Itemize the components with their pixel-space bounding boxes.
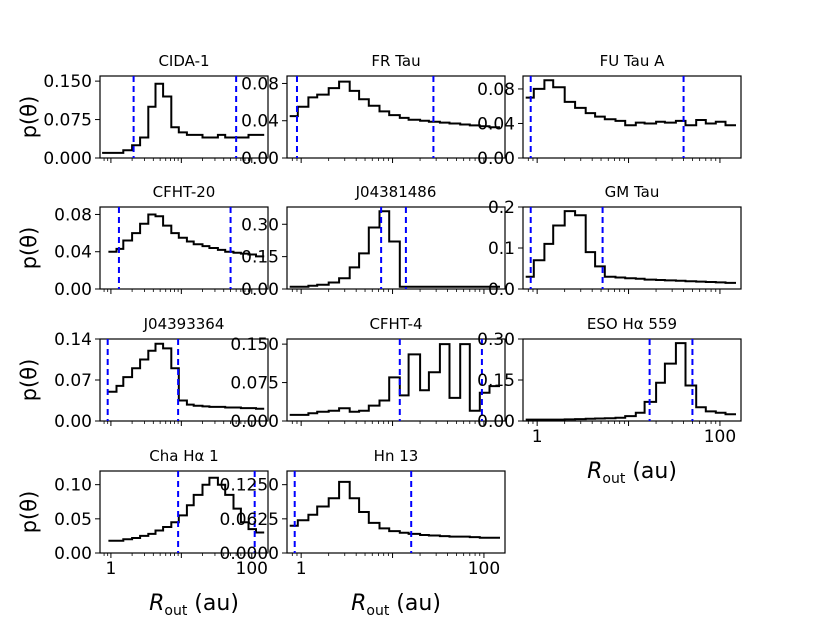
x-axis-label-subscript: out	[366, 603, 389, 619]
x-tick-label: 1	[532, 427, 543, 447]
y-tick-label: 0.07	[54, 371, 92, 391]
x-axis-label-unit: (au)	[389, 591, 441, 616]
y-tick-label: 0.075	[43, 111, 92, 131]
y-tick-label: 0.0	[488, 280, 515, 300]
y-tick-label: 0.08	[477, 80, 515, 100]
y-tick-label: 0.00	[54, 544, 92, 564]
axes-frame	[99, 470, 269, 554]
axes-frame	[99, 75, 269, 159]
panel-2: FU Tau A 0.00 0.04 0.08	[477, 52, 742, 169]
x-tick-label: 100	[236, 559, 268, 579]
panel-8: ESO Hα 559 0.00 0.15 0.30 1 100	[477, 315, 742, 447]
y-tick-label: 0.08	[241, 74, 279, 94]
histogram-step	[289, 210, 500, 288]
panel-title: J04393364	[143, 315, 225, 333]
x-tick-label: 1	[296, 559, 307, 579]
x-axis-label-unit: (au)	[187, 591, 239, 616]
panel-title: GM Tau	[605, 183, 660, 201]
axes-frame	[522, 338, 742, 422]
panel-title: CFHT-4	[369, 315, 422, 333]
axes-frame	[286, 75, 506, 159]
x-axis-label-subscript: out	[602, 471, 625, 487]
y-tick-label: 0.15	[477, 371, 515, 391]
histogram-step	[525, 342, 736, 421]
panel-1: FR Tau 0.00 0.04 0.08	[241, 52, 506, 169]
histogram-step	[108, 476, 265, 542]
y-tick-label: 0.00	[54, 280, 92, 300]
y-tick-label: 0.000	[43, 149, 92, 169]
panel-3: CFHT-20 0.00 0.04 0.08 p(θ)	[17, 183, 269, 300]
y-tick-label: 0.30	[241, 215, 279, 235]
y-tick-label: 0.04	[477, 114, 515, 134]
y-tick-label: 0.14	[54, 330, 92, 350]
y-tick-label: 0.150	[43, 72, 92, 92]
panel-9: Cha Hα 1 0.00 0.05 0.10 1 100 p(θ)	[17, 447, 269, 579]
y-tick-label: 0.00	[54, 412, 92, 432]
histogram-step	[289, 480, 500, 539]
histogram-step	[289, 343, 500, 416]
axes-frame	[522, 206, 742, 290]
panel-title: Hn 13	[374, 447, 419, 465]
y-tick-label: 0.10	[54, 476, 92, 496]
histogram-step	[289, 80, 500, 129]
y-tick-label: 0.0625	[220, 510, 279, 530]
x-axis-label-var: R	[587, 459, 602, 484]
x-axis-label: Rout (au)	[149, 591, 239, 619]
y-tick-label: 0.15	[241, 248, 279, 268]
y-tick-label: 0.00	[241, 149, 279, 169]
y-tick-label: 0.00	[241, 280, 279, 300]
panel-title: FU Tau A	[600, 52, 666, 70]
y-axis-label: p(θ)	[17, 359, 41, 402]
x-axis-label-var: R	[351, 591, 366, 616]
axes-frame	[522, 75, 742, 159]
y-tick-label: 0.05	[54, 510, 92, 530]
x-tick-label: 100	[468, 559, 500, 579]
y-tick-label: 0.04	[54, 243, 92, 263]
x-axis-label: Rout (au)	[351, 591, 441, 619]
panel-title: Cha Hα 1	[149, 447, 218, 465]
y-tick-label: 0.1	[488, 239, 515, 259]
panel-10: Hn 13 0.0000 0.0625 0.1250 1 100	[220, 447, 506, 579]
y-tick-label: 0.000	[230, 412, 279, 432]
axes-frame	[286, 470, 506, 554]
y-axis-label: p(θ)	[17, 491, 41, 534]
x-tick-label: 1	[105, 559, 116, 579]
panel-title: J04381486	[355, 183, 437, 201]
x-tick-label: 100	[704, 427, 736, 447]
axes-frame	[99, 206, 269, 290]
y-tick-label: 0.1250	[220, 476, 279, 496]
panel-4: J04381486 0.00 0.15 0.30	[241, 183, 506, 300]
axes-frame	[286, 338, 506, 422]
y-tick-label: 0.00	[477, 149, 515, 169]
y-tick-label: 0.30	[477, 330, 515, 350]
histogram-step	[525, 79, 736, 127]
y-tick-label: 0.08	[54, 205, 92, 225]
panel-title: CFHT-20	[153, 183, 216, 201]
y-tick-label: 0.075	[230, 374, 279, 394]
x-axis-label-var: R	[149, 591, 164, 616]
panel-title: FR Tau	[371, 52, 420, 70]
panel-5: GM Tau 0.0 0.1 0.2	[488, 183, 742, 300]
histogram-step	[108, 213, 265, 258]
panel-title: ESO Hα 559	[587, 315, 677, 333]
y-axis-label: p(θ)	[17, 227, 41, 270]
panel-title: CIDA-1	[158, 52, 209, 70]
x-axis-label: Rout (au)	[587, 459, 677, 487]
panel-6: J04393364 0.00 0.07 0.14 p(θ)	[17, 315, 269, 432]
histogram-step	[525, 210, 736, 284]
y-tick-label: 0.150	[230, 335, 279, 355]
x-axis-label-subscript: out	[164, 603, 187, 619]
y-tick-label: 0.04	[241, 112, 279, 132]
x-axis-label-unit: (au)	[625, 459, 677, 484]
histogram-step	[102, 82, 265, 154]
panel-7: CFHT-4 0.000 0.075 0.150	[230, 315, 506, 432]
y-tick-label: 0.2	[488, 198, 515, 218]
y-axis-label: p(θ)	[17, 96, 41, 139]
y-tick-label: 0.0000	[220, 544, 279, 564]
axes-frame	[286, 206, 506, 290]
y-tick-label: 0.00	[477, 412, 515, 432]
